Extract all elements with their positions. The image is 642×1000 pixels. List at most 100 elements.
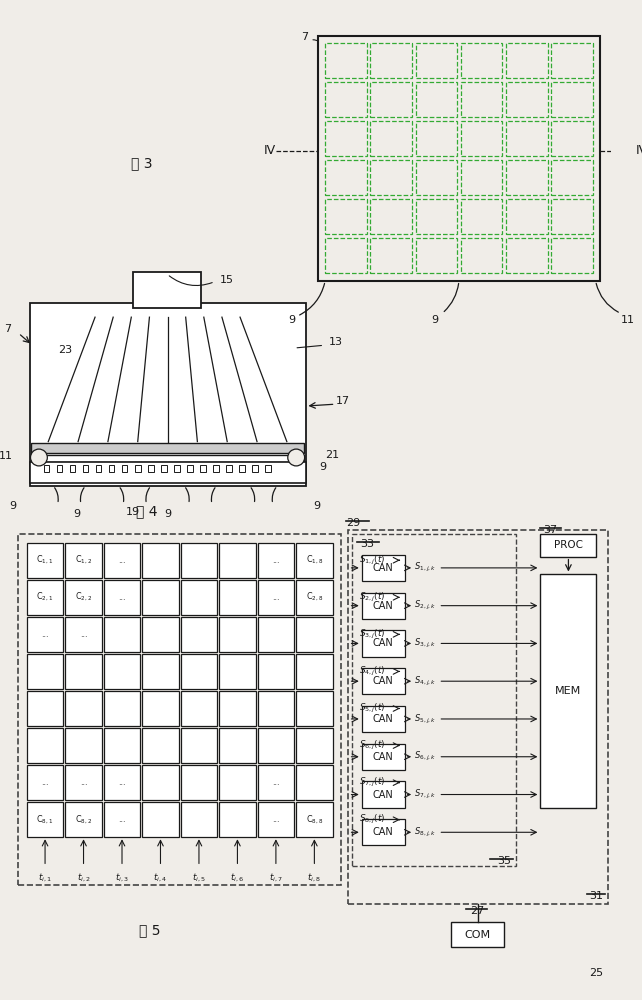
Text: $S_{1,j,k}$: $S_{1,j,k}$ [414,561,437,574]
Bar [56,465,62,472]
Bar [104,765,141,800]
Bar [325,199,367,234]
Text: ...: ... [118,593,126,602]
Text: 9: 9 [313,501,320,511]
Text: CAN: CAN [373,790,394,800]
Bar [104,691,141,726]
Bar [296,654,333,689]
Bar [134,272,201,308]
Bar [83,465,89,472]
Bar [122,465,128,472]
Text: CAN: CAN [373,676,394,686]
Text: C$_{2,8}$: C$_{2,8}$ [306,591,323,603]
Bar [31,455,304,462]
Bar [551,43,593,78]
Text: $t_{i,1}$: $t_{i,1}$ [38,871,52,884]
Bar [27,802,64,837]
Text: 27: 27 [471,906,485,916]
Bar [551,199,593,234]
Bar [219,654,256,689]
Text: 23: 23 [58,345,72,355]
Bar [361,781,404,808]
Bar [506,199,548,234]
Bar [219,802,256,837]
Bar [148,465,153,472]
Bar [361,706,404,732]
Bar [27,617,64,652]
Text: 图 3: 图 3 [131,156,153,170]
Text: ...: ... [80,630,87,639]
Bar [296,728,333,763]
Bar [370,160,412,195]
Bar [219,543,256,578]
Bar [370,238,412,273]
Bar [257,580,294,615]
Bar [325,82,367,117]
Text: ...: ... [272,778,280,787]
Text: 9: 9 [431,315,438,325]
Bar [27,728,64,763]
Text: $t_{i,6}$: $t_{i,6}$ [230,871,245,884]
Text: $S_{8,j,k}$: $S_{8,j,k}$ [414,826,437,839]
Text: C$_{1,1}$: C$_{1,1}$ [37,554,54,566]
Bar [239,465,245,472]
Bar [65,617,102,652]
Text: 25: 25 [589,968,603,978]
Text: CAN: CAN [373,601,394,611]
Bar [265,465,271,472]
Text: ...: ... [80,778,87,787]
Text: CAN: CAN [373,752,394,762]
Bar [361,668,404,694]
Text: 17: 17 [336,396,350,406]
Text: 7: 7 [301,32,308,42]
Bar [104,580,141,615]
Text: ...: ... [272,593,280,602]
Text: 9: 9 [288,315,295,325]
Bar [551,82,593,117]
Text: CAN: CAN [373,638,394,648]
Bar [415,43,457,78]
Text: $t_{i,2}$: $t_{i,2}$ [76,871,91,884]
Bar [461,43,502,78]
Bar [180,765,217,800]
Bar [370,43,412,78]
Bar [415,238,457,273]
Bar [65,580,102,615]
Bar [30,303,306,486]
Bar [187,465,193,472]
Bar [551,121,593,156]
Text: $S_{5,j,k}$: $S_{5,j,k}$ [414,712,437,726]
Text: IV: IV [263,144,275,157]
Bar [370,82,412,117]
Text: $t_{i,7}$: $t_{i,7}$ [269,871,283,884]
Bar [213,465,219,472]
Bar [551,160,593,195]
Text: ...: ... [118,815,126,824]
Text: $S_{4,j}(t)$: $S_{4,j}(t)$ [359,665,385,678]
Text: 9: 9 [73,509,80,519]
Text: C$_{2,2}$: C$_{2,2}$ [75,591,92,603]
Bar [27,543,64,578]
Text: COM: COM [465,930,490,940]
Text: 29: 29 [346,518,360,528]
Text: ...: ... [41,630,49,639]
Text: C$_{1,8}$: C$_{1,8}$ [306,554,323,566]
Text: $S_{6,j,k}$: $S_{6,j,k}$ [414,750,437,763]
Text: 7: 7 [4,324,11,334]
Bar [318,36,600,281]
Bar [200,465,206,472]
Circle shape [288,449,304,466]
Bar [27,765,64,800]
Text: ...: ... [118,778,126,787]
Bar [257,728,294,763]
Bar [361,555,404,581]
Bar [296,765,333,800]
Bar [370,199,412,234]
Bar [65,691,102,726]
Bar [19,534,341,885]
Bar [361,630,404,657]
Text: 35: 35 [498,856,512,866]
Text: $S_{3,j}(t)$: $S_{3,j}(t)$ [359,628,385,641]
Text: $S_{8,j}(t)$: $S_{8,j}(t)$ [359,813,385,826]
Bar [30,462,306,483]
